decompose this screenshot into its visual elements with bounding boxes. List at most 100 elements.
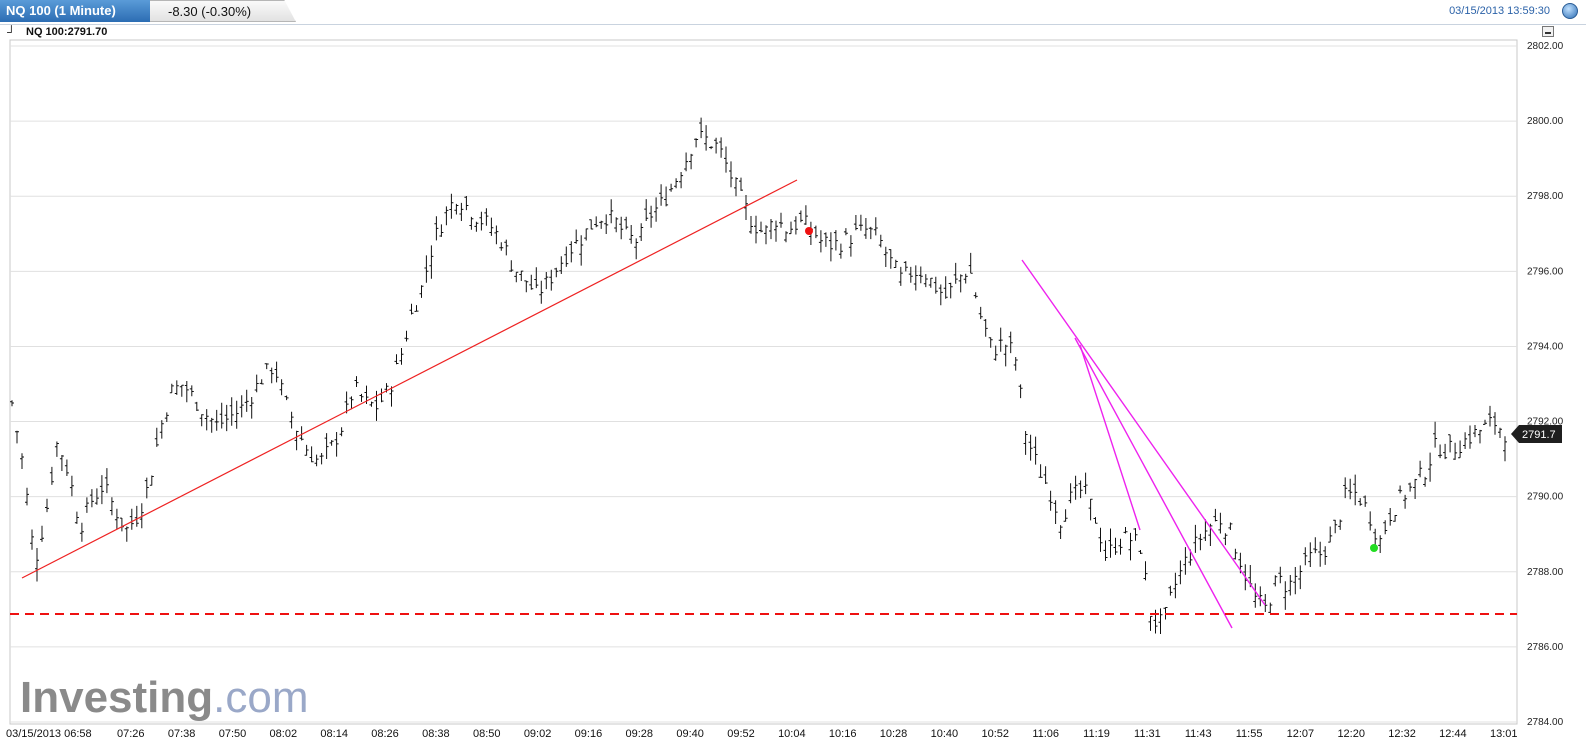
ohlc-bar (1123, 527, 1128, 534)
ohlc-bar (1368, 511, 1373, 531)
x-tick-label: 12:32 (1388, 728, 1416, 740)
ohlc-bar (779, 212, 783, 228)
plot-area[interactable] (9, 39, 1518, 725)
ohlc-bar (888, 249, 893, 269)
ohlc-bar (584, 228, 589, 241)
ohlc-bar (599, 220, 604, 229)
x-tick-label: 08:26 (371, 728, 399, 740)
ohlc-bar (1438, 444, 1443, 459)
ohlc-bar (134, 505, 139, 527)
ohlc-bar (104, 468, 109, 494)
ohlc-bar (184, 381, 189, 403)
ohlc-bar (933, 276, 938, 294)
ohlc-bar (604, 214, 609, 234)
minimize-icon[interactable] (1542, 26, 1554, 37)
ohlc-bar (174, 380, 179, 395)
ohlc-bar (89, 489, 94, 508)
ohlc-bar (1063, 509, 1068, 522)
ohlc-bar (749, 216, 753, 234)
ohlc-bar (429, 245, 434, 279)
ohlc-bar (139, 503, 144, 529)
ohlc-bar (69, 475, 74, 497)
ohlc-bar (838, 243, 843, 259)
x-tick-label: 07:38 (168, 728, 196, 740)
resistance-fan-line-2 (1074, 337, 1233, 629)
ohlc-bar (609, 199, 614, 224)
x-tick-label: 11:43 (1185, 728, 1212, 740)
ohlc-bar (1218, 512, 1223, 534)
ohlc-bar (1353, 474, 1358, 506)
ohlc-bar (249, 397, 254, 419)
ohlc-bar (539, 280, 544, 304)
ohlc-bar (279, 379, 284, 396)
ohlc-bar (264, 363, 269, 370)
ohlc-bar (404, 330, 409, 342)
instrument-tab[interactable]: NQ 100 (1 Minute) (0, 0, 155, 22)
ohlc-bar (993, 345, 998, 361)
ohlc-bar (574, 229, 579, 244)
ohlc-bar (654, 197, 659, 222)
ohlc-bar (79, 522, 84, 542)
crosshair-icon[interactable]: ┘ (7, 25, 16, 39)
ohlc-bar (1443, 443, 1448, 460)
ohlc-bar (589, 219, 594, 230)
ohlc-bar (329, 440, 334, 446)
y-tick-label: 2798.00 (1527, 191, 1564, 202)
ohlc-bar (1458, 440, 1463, 459)
ohlc-bar (1323, 546, 1328, 565)
ohlc-bar (1393, 515, 1398, 522)
ohlc-bar (739, 177, 743, 191)
ohlc-bar (1053, 500, 1058, 524)
ohlc-bar (274, 361, 279, 383)
globe-icon[interactable] (1562, 3, 1578, 19)
ohlc-bar (159, 420, 164, 439)
x-tick-label: 10:28 (880, 728, 908, 740)
watermark-brand: Investing (20, 673, 213, 722)
ohlc-bar (254, 374, 259, 393)
ohlc-bar (459, 202, 464, 221)
ohlc-bar (714, 137, 719, 154)
ohlc-bar (284, 395, 289, 401)
ohlc-bar (419, 285, 424, 298)
ohlc-bar (569, 241, 574, 263)
ohlc-bar (1278, 566, 1283, 584)
ohlc-bar (444, 206, 449, 226)
ohlc-bar (1493, 412, 1497, 435)
ohlc-bar (1263, 594, 1268, 612)
ohlc-bar (169, 383, 174, 394)
x-tick-label: 10:40 (931, 728, 959, 740)
ohlc-bar (769, 219, 773, 240)
ohlc-bar (988, 337, 993, 348)
ohlc-bar (1088, 498, 1093, 521)
drawn-trendlines[interactable] (10, 179, 1517, 629)
ohlc-bar (1273, 575, 1278, 587)
ohlc-bar (84, 497, 89, 513)
ohlc-bar (294, 430, 299, 451)
ohlc-bar (938, 284, 943, 306)
ohlc-bar (1028, 434, 1033, 461)
x-tick-label: 12:07 (1287, 728, 1315, 740)
ohlc-bar (774, 220, 778, 242)
ohlc-bar (469, 216, 474, 230)
ohlc-bar (54, 441, 59, 457)
ohlc-bar (833, 230, 838, 251)
ohlc-bar (639, 223, 644, 241)
ohlc-bar (1318, 541, 1323, 567)
ohlc-bar (399, 348, 404, 365)
ohlc-bar (908, 266, 913, 283)
ohlc-bar (953, 262, 958, 284)
ohlc-bar (1148, 615, 1153, 631)
ohlc-bar (1358, 498, 1363, 506)
ohlc-bar (1408, 482, 1413, 492)
ohlc-bar (958, 274, 963, 293)
ohlc-bar (1253, 583, 1258, 608)
ohlc-bar (484, 208, 489, 226)
ohlc-bar (1293, 567, 1298, 595)
ohlc-bar (454, 203, 459, 215)
ohlc-bar (1343, 477, 1348, 499)
ohlc-bar (10, 400, 14, 407)
ohlc-bar (1228, 522, 1233, 530)
ohlc-bar (49, 466, 54, 485)
ohlc-bar (943, 276, 948, 299)
